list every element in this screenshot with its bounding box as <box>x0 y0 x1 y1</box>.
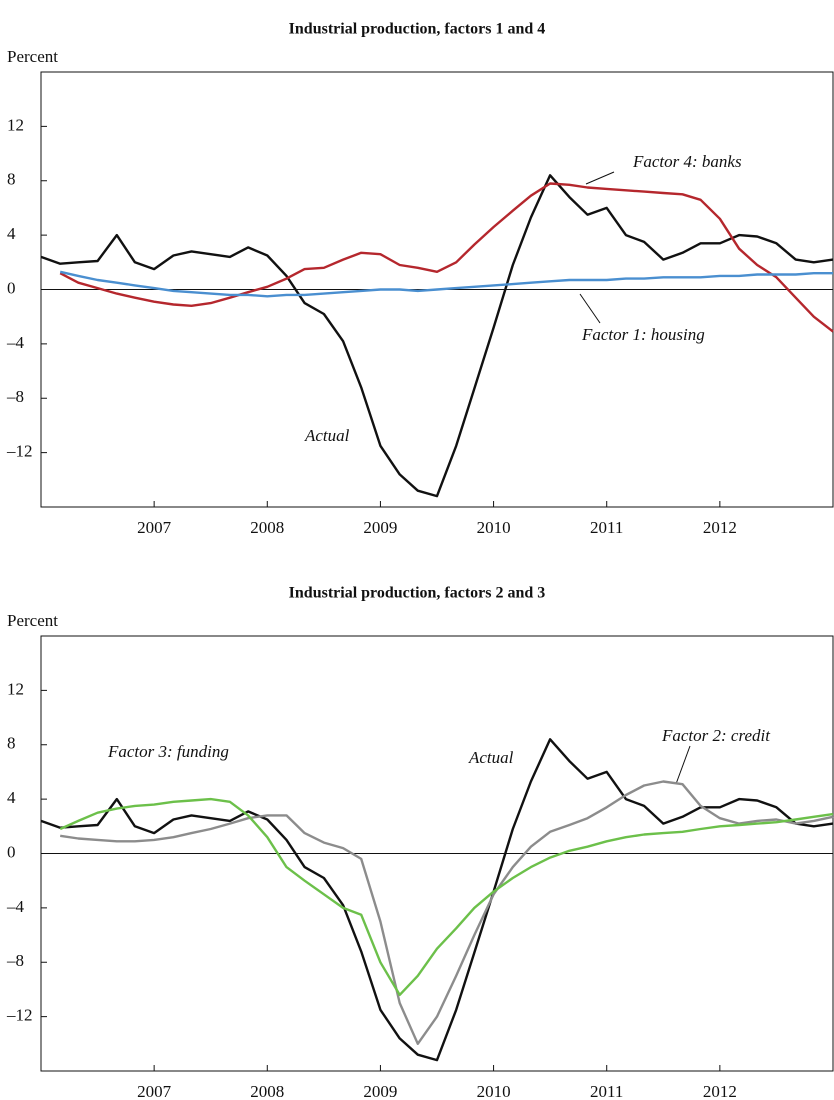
y-tick-label: 4 <box>7 788 16 807</box>
leader-line <box>585 171 615 185</box>
panel: Industrial production, factors 2 and 3 P… <box>6 585 834 1100</box>
leader-line <box>675 745 691 785</box>
x-tick-label: 2010 <box>477 1082 511 1100</box>
y-tick-label: 4 <box>7 224 16 243</box>
series-line <box>40 738 834 1062</box>
y-tick-label: –12 <box>6 1006 33 1025</box>
series-label: Actual <box>468 748 514 767</box>
series-line <box>59 182 834 333</box>
y-tick-label: 8 <box>7 170 16 189</box>
x-tick-label: 2009 <box>363 518 397 537</box>
y-tick-label: –8 <box>6 387 24 406</box>
panel: Industrial production, factors 1 and 4 P… <box>6 21 834 537</box>
chart-title: Industrial production, factors 2 and 3 <box>289 585 546 602</box>
x-tick-label: 2008 <box>250 518 284 537</box>
chart-title: Industrial production, factors 1 and 4 <box>289 21 546 38</box>
series-label: Actual <box>304 426 350 445</box>
y-tick-label: –4 <box>6 897 25 916</box>
y-tick-label: 0 <box>7 842 16 861</box>
series-line <box>40 174 834 498</box>
y-tick-label: 8 <box>7 734 16 753</box>
series-label: Factor 2: credit <box>661 726 771 745</box>
series-label: Factor 3: funding <box>107 742 229 761</box>
x-tick-label: 2010 <box>477 518 511 537</box>
y-axis-label: Percent <box>7 47 58 66</box>
y-tick-label: 12 <box>7 679 24 698</box>
x-tick-label: 2012 <box>703 518 737 537</box>
x-tick-label: 2007 <box>137 1082 172 1100</box>
y-tick-label: –12 <box>6 442 33 461</box>
series-line <box>59 270 833 298</box>
y-tick-label: 0 <box>7 278 16 297</box>
series-line <box>60 780 834 1045</box>
series-line <box>59 797 834 997</box>
x-tick-label: 2008 <box>250 1082 284 1100</box>
x-tick-label: 2007 <box>137 518 172 537</box>
y-axis-label: Percent <box>7 611 58 630</box>
leader-line <box>579 293 601 324</box>
y-tick-label: –4 <box>6 333 25 352</box>
y-tick-label: –8 <box>6 951 24 970</box>
x-tick-label: 2011 <box>590 1082 623 1100</box>
series-label: Factor 4: banks <box>632 152 742 171</box>
y-tick-label: 12 <box>7 115 24 134</box>
x-tick-label: 2009 <box>363 1082 397 1100</box>
x-tick-label: 2011 <box>590 518 623 537</box>
x-tick-label: 2012 <box>703 1082 737 1100</box>
series-label: Factor 1: housing <box>581 325 705 344</box>
